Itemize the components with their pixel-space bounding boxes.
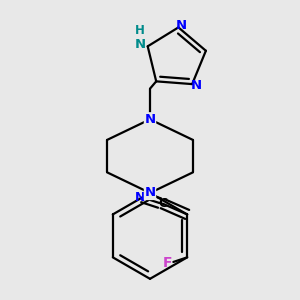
Text: H: H [135, 24, 145, 37]
Text: N: N [144, 186, 156, 200]
Text: F: F [163, 256, 172, 271]
Text: N: N [191, 79, 202, 92]
Text: N: N [134, 38, 146, 51]
Text: C: C [158, 197, 167, 210]
Text: N: N [134, 191, 145, 204]
Text: N: N [176, 20, 187, 32]
Text: N: N [144, 113, 156, 126]
